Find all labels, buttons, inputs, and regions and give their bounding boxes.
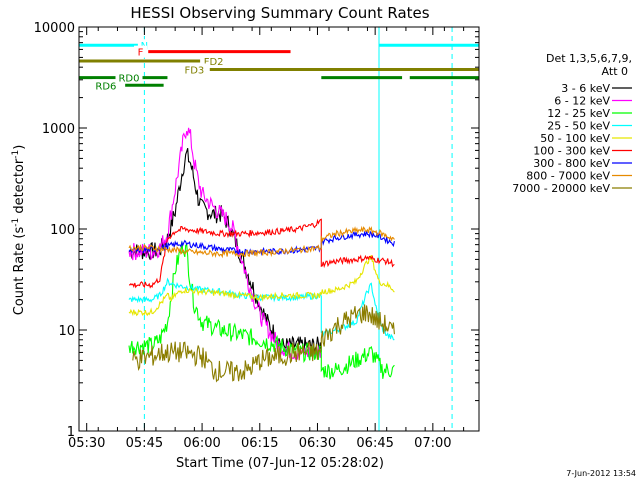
x-tick-label: 07:00	[414, 436, 451, 451]
y-axis-label-main: Count Rate (s	[12, 227, 27, 316]
legend-entry-label: 7000 - 20000 keV	[512, 182, 610, 195]
y-tick-label: 1	[67, 425, 75, 440]
y-axis-label-mid: detector	[12, 158, 27, 218]
legend-entry-label: 12 - 25 keV	[547, 107, 610, 120]
flag-label: F	[138, 48, 144, 59]
series-line	[128, 225, 395, 259]
flag-label: FD2	[204, 57, 224, 68]
series-line	[128, 254, 395, 317]
flag-label: RD0	[118, 74, 139, 85]
flag-label-backing	[134, 45, 148, 58]
y-tick-label: 10	[58, 324, 75, 339]
legend-entry-label: 25 - 50 keV	[547, 120, 610, 133]
series-line	[128, 241, 395, 380]
footer-timestamp: 7-Jun-2012 13:54	[566, 469, 636, 478]
x-tick-label: 06:15	[241, 436, 278, 451]
series-line	[128, 218, 395, 289]
flag-label: RD6	[95, 81, 116, 92]
legend-entry-label: 300 - 800 keV	[533, 157, 610, 170]
legend-entry-label: 800 - 7000 keV	[526, 170, 610, 183]
series-line	[132, 304, 395, 383]
y-axis-label-sup2: -1	[11, 150, 21, 159]
y-axis-label: Count Rate (s-1 detector-1)	[11, 145, 27, 316]
chart-title: HESSI Observing Summary Count Rates	[130, 4, 429, 22]
y-tick-label: 10000	[34, 21, 75, 36]
plot-layer: NFFD2FD3RD0RD6	[79, 27, 479, 431]
legend-entry-label: 3 - 6 keV	[561, 82, 610, 95]
y-axis-label-sup1: -1	[11, 218, 21, 227]
legend-entry-label: 6 - 12 keV	[554, 95, 610, 108]
y-tick-label: 1000	[42, 122, 75, 137]
series-line	[128, 127, 322, 360]
legend-entry-label: 100 - 300 keV	[533, 145, 610, 158]
x-tick-label: 05:30	[68, 436, 105, 451]
flag-label-backing	[115, 71, 143, 84]
plot-area: NFFD2FD3RD0RD6	[79, 27, 479, 431]
y-tick-label: 100	[50, 223, 75, 238]
legend-title: Det 1,3,5,6,7,9,	[546, 52, 632, 65]
flag-label-backing	[180, 63, 208, 76]
x-tick-label: 05:45	[126, 436, 163, 451]
legend-entry-label: 50 - 100 keV	[540, 132, 610, 145]
axis-layer: 05:30 05:45 06:00 06:15 06:30 06:45 07:00 1 10 10…	[34, 21, 479, 451]
x-tick-label: 06:30	[299, 436, 336, 451]
x-tick-label: 06:45	[356, 436, 393, 451]
x-axis-label: Start Time (07-Jun-12 05:28:02)	[176, 456, 384, 471]
plot-frame	[78, 26, 480, 432]
flag-label-backing	[92, 79, 120, 92]
legend-subtitle: Att 0	[602, 65, 628, 78]
y-axis-label-end: )	[12, 145, 27, 150]
x-tick-label: 06:00	[183, 436, 220, 451]
flag-label: FD3	[184, 65, 204, 76]
